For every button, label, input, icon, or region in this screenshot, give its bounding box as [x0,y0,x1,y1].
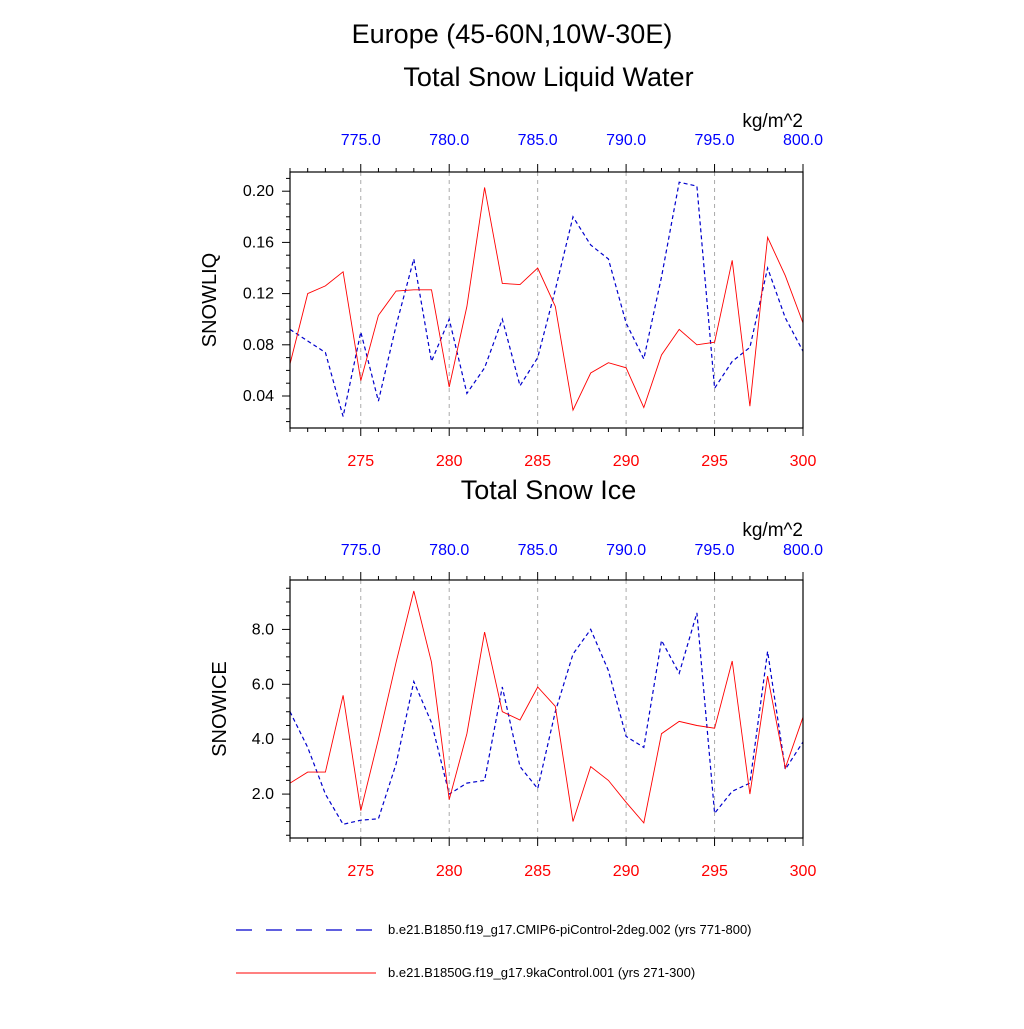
panel-2: Total Snow Ice kg/m^2 2.0 4.0 6.0 8.0 275 280 28… [209,475,823,880]
x-bottom-tick-label: 295 [701,453,728,470]
x-bottom-tick-label: 295 [701,863,728,880]
x-bottom-tick-label: 285 [524,863,551,880]
x-top-tick-label: 780.0 [429,132,469,149]
x-bottom-tick-label: 290 [613,863,640,880]
x-top-tick-label: 800.0 [783,132,823,149]
x-top-tick-label: 800.0 [783,542,823,559]
x-bottom-tick-label: 275 [347,863,374,880]
y-tick-label: 4.0 [252,731,274,748]
y-tick-label: 0.20 [243,183,274,200]
series-line-blue [290,181,803,417]
y-tick-label: 0.08 [243,337,274,354]
panel-1: Total Snow Liquid Water kg/m^2 0.04 0.08 0.1… [199,62,823,470]
x-top-tick-label: 790.0 [606,542,646,559]
y-axis-label: SNOWLIQ [199,253,221,347]
units-label: kg/m^2 [742,111,803,132]
y-axis-label: SNOWICE [209,661,231,757]
x-top-tick-label: 795.0 [695,542,735,559]
x-top-tick-label: 775.0 [341,132,381,149]
series-line-blue [290,612,803,825]
y-tick-label: 0.04 [243,388,274,405]
x-bottom-tick-label: 280 [436,453,463,470]
panel-title: Total Snow Ice [461,475,637,505]
legend-label: b.e21.B1850G.f19_g17.9kaControl.001 (yrs… [388,965,695,980]
y-tick-label: 6.0 [252,676,274,693]
legend-label: b.e21.B1850.f19_g17.CMIP6-piControl-2deg… [388,922,752,937]
series-line-red [290,187,803,412]
x-top-tick-label: 780.0 [429,542,469,559]
y-tick-label: 2.0 [252,786,274,803]
x-bottom-tick-label: 300 [790,453,817,470]
y-tick-label: 8.0 [252,621,274,638]
panel-title: Total Snow Liquid Water [403,62,693,92]
y-tick-label: 0.16 [243,234,274,251]
x-bottom-tick-label: 300 [790,863,817,880]
x-top-tick-label: 785.0 [518,132,558,149]
x-top-tick-label: 785.0 [518,542,558,559]
units-label: kg/m^2 [742,520,803,541]
panels: Total Snow Liquid Water kg/m^2 0.04 0.08 0.1… [199,62,823,880]
plot-frame [289,171,804,429]
x-bottom-tick-label: 290 [613,453,640,470]
y-tick-label: 0.12 [243,286,274,303]
series-line-red [290,590,803,824]
x-top-tick-label: 790.0 [606,132,646,149]
x-bottom-tick-label: 285 [524,453,551,470]
x-bottom-tick-label: 275 [347,453,374,470]
figure-title: Europe (45-60N,10W-30E) [352,19,673,49]
x-bottom-tick-label: 280 [436,863,463,880]
x-top-tick-label: 775.0 [341,542,381,559]
plot-frame [289,579,804,839]
x-top-tick-label: 795.0 [695,132,735,149]
legend: b.e21.B1850.f19_g17.CMIP6-piControl-2deg… [236,922,752,980]
